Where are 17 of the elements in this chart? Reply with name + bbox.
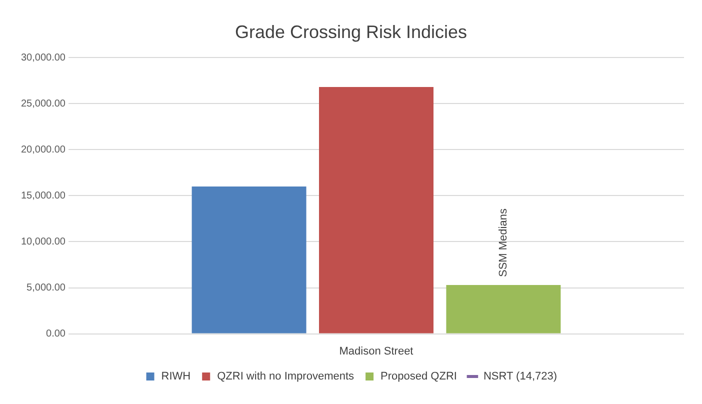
y-tick-label: 15,000.00 — [20, 190, 66, 202]
y-tick-label: 25,000.00 — [20, 98, 66, 110]
y-tick-label: 0.00 — [46, 328, 66, 340]
y-tick-label: 5,000.00 — [26, 282, 66, 294]
legend-label: NSRT (14,723) — [483, 370, 558, 383]
bar — [446, 285, 561, 334]
bar — [319, 87, 434, 334]
annotation: SSM Medians — [497, 208, 510, 278]
chart-title: Grade Crossing Risk Indicies — [234, 22, 468, 42]
legend-label: QZRI with no Improvements — [217, 370, 355, 383]
legend-label: Proposed QZRI — [380, 370, 457, 383]
y-tick-label: 20,000.00 — [20, 144, 66, 156]
x-tick-label: Madison Street — [339, 345, 414, 358]
bar — [192, 186, 306, 334]
y-tick-label: 30,000.00 — [20, 52, 66, 64]
y-tick-label: 10,000.00 — [20, 236, 66, 248]
legend-label: RIWH — [161, 370, 191, 383]
